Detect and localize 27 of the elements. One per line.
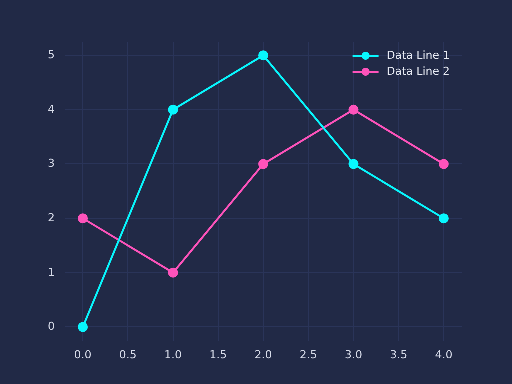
legend-label: Data Line 1 bbox=[386, 48, 450, 62]
point bbox=[258, 50, 268, 61]
x-tick-label: 4.0 bbox=[435, 348, 453, 362]
x-tick-label: 1.5 bbox=[210, 348, 228, 362]
x-tick-label: 1.0 bbox=[164, 348, 182, 362]
point bbox=[438, 159, 449, 170]
point bbox=[78, 322, 88, 332]
y-tick-label: 4 bbox=[48, 102, 55, 116]
point bbox=[438, 214, 449, 224]
y-tick-label: 0 bbox=[48, 320, 55, 334]
y-tick-label: 3 bbox=[48, 157, 55, 170]
y-tick-label: 5 bbox=[48, 48, 55, 62]
x-tick-label: 3.0 bbox=[344, 348, 362, 362]
point bbox=[258, 159, 268, 170]
x-tick-label: 2.0 bbox=[254, 348, 272, 362]
x-tick-label: 2.5 bbox=[300, 348, 318, 362]
y-tick-label: 2 bbox=[48, 211, 55, 224]
x-tick-label: 3.5 bbox=[390, 348, 408, 362]
point bbox=[168, 268, 178, 278]
point bbox=[78, 214, 88, 224]
y-tick-label: 1 bbox=[48, 266, 55, 279]
x-tick-label: 0.5 bbox=[119, 348, 137, 362]
point bbox=[348, 104, 359, 115]
x-tick-label: 0.0 bbox=[74, 348, 92, 362]
point bbox=[168, 104, 178, 115]
legend-label: Data Line 2 bbox=[386, 64, 450, 78]
point bbox=[348, 159, 359, 170]
